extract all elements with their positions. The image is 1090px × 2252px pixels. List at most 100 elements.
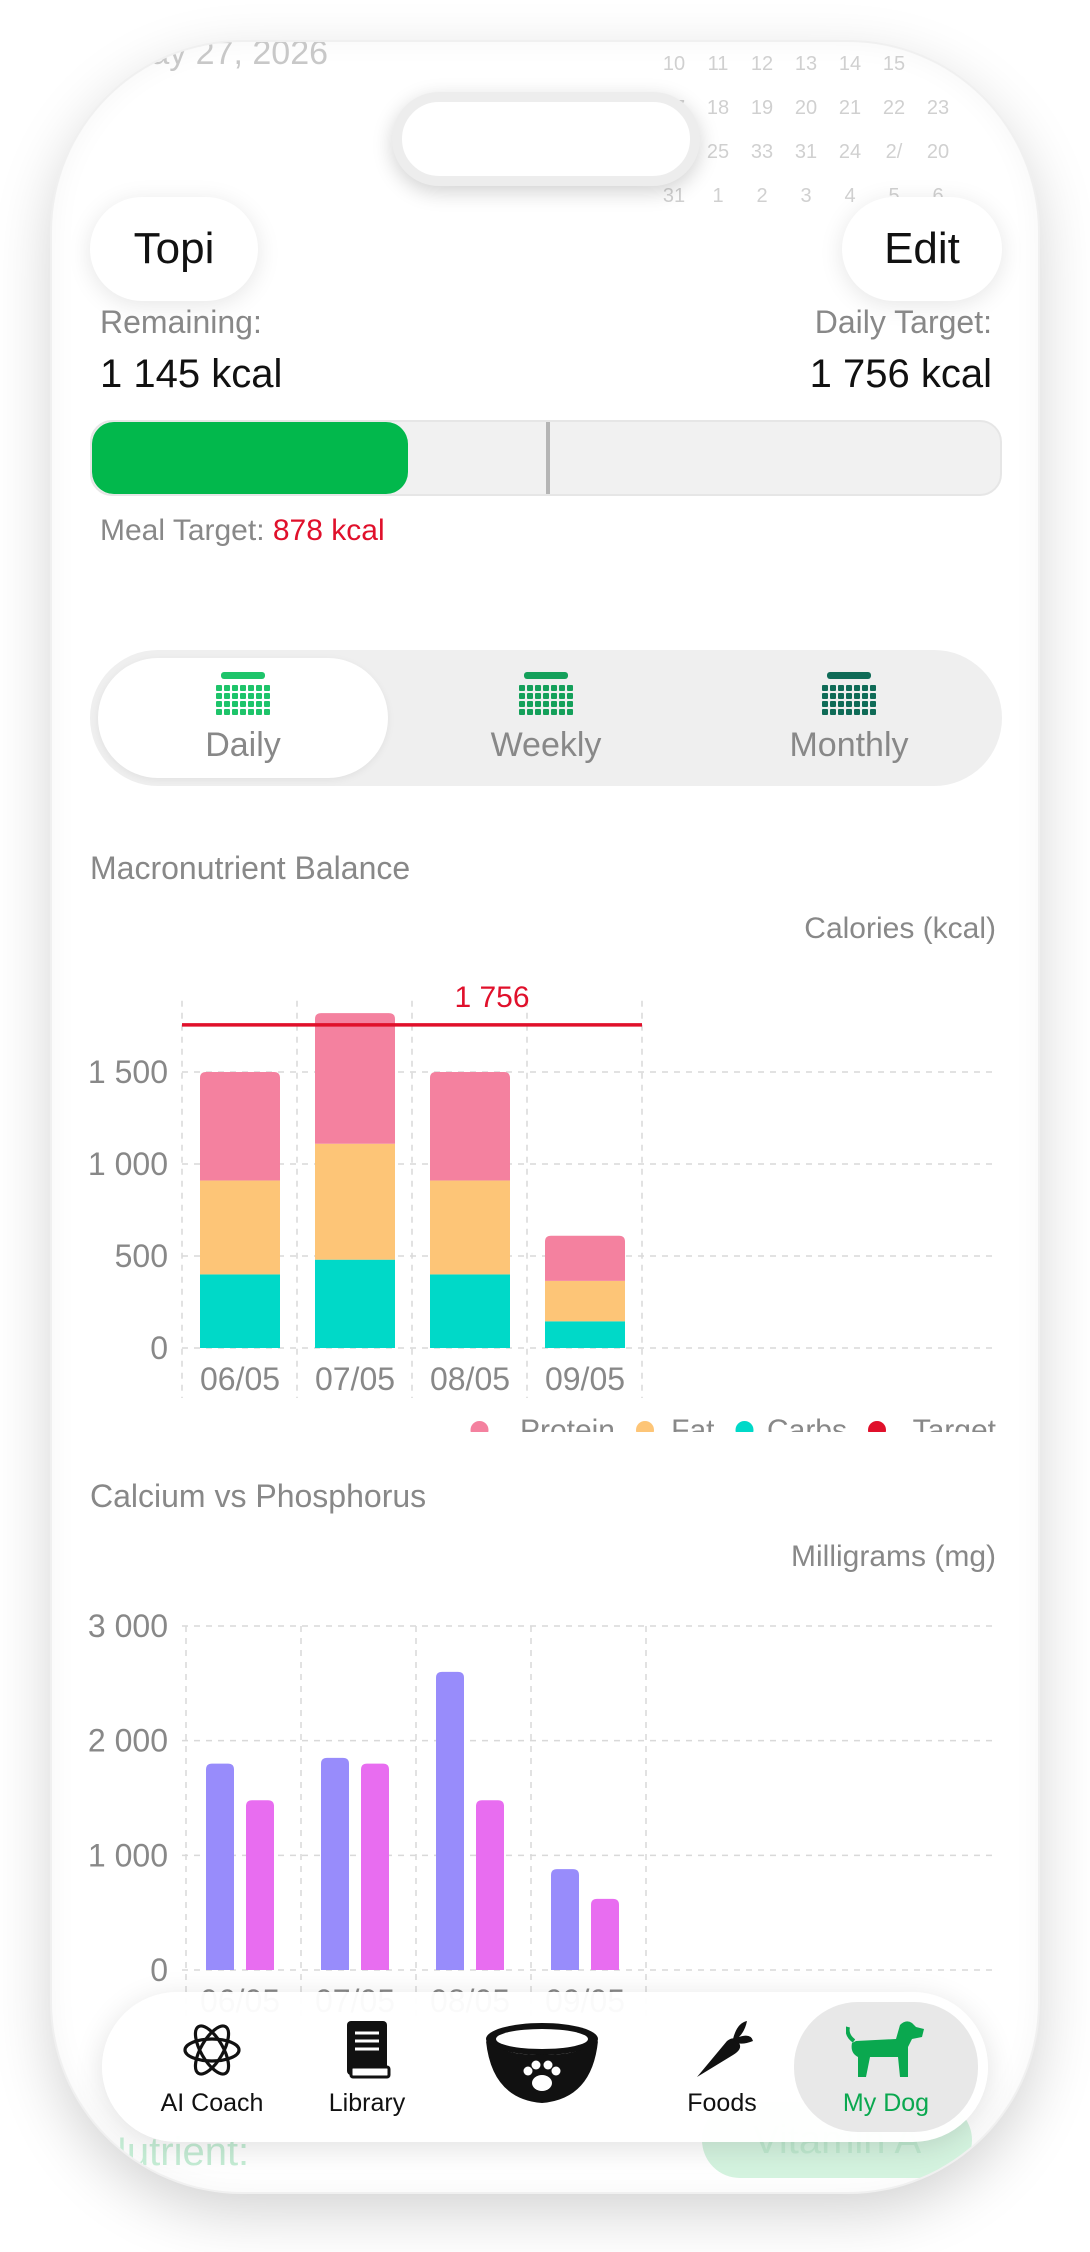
- tab-foods-label: Foods: [687, 2088, 757, 2117]
- calendar-icon-bar: [524, 671, 568, 679]
- ca-bar-series-0: [321, 1757, 349, 1970]
- phone-screen: May 27, 2026 101112131415171819202122232…: [52, 42, 1038, 2192]
- macro-bar-fat: [545, 1280, 625, 1322]
- mini-calendar-day: 31: [794, 140, 818, 163]
- ca-y-tick-label: 2 000: [88, 1723, 168, 1759]
- mini-calendar-row: 10 11 12 13 14 15: [652, 42, 1012, 86]
- macro-y-tick-label: 1 000: [88, 1146, 168, 1182]
- tab-ai-coach[interactable]: AI Coach: [132, 1992, 292, 2142]
- mini-calendar-day: 4: [844, 184, 856, 207]
- ai-coach-icon: [183, 2023, 241, 2076]
- macro-legend-dot: [735, 1421, 754, 1432]
- meal-target-label: Meal Target:: [100, 514, 265, 547]
- macro-legend-dot: [470, 1421, 489, 1432]
- dog-bowl-icon: [486, 2023, 598, 2103]
- calendar-icon-bar: [221, 671, 265, 679]
- book-icon: [347, 2020, 391, 2078]
- tab-my-dog-label: My Dog: [842, 2088, 930, 2117]
- tab-foods[interactable]: Foods: [662, 1992, 782, 2142]
- calcium-axis-title: Milligrams (mg): [791, 1540, 996, 1573]
- carrot-icon: [697, 2020, 753, 2077]
- mini-calendar-row: 24253331242/20: [652, 130, 1012, 174]
- mini-calendar-day: 3: [800, 184, 812, 207]
- calendar-icon-grid: [216, 684, 270, 715]
- macro-bar-carbs: [315, 1259, 395, 1348]
- macro-y-tick-label: 500: [115, 1238, 168, 1274]
- meal-target-marker: [546, 422, 550, 494]
- mini-calendar-day: 19: [750, 96, 774, 119]
- mini-calendar-row: 31 1 2 3 4 5 6: [652, 174, 1012, 218]
- mini-calendar-day: 13: [794, 52, 818, 75]
- macro-legend-label: Fat: [671, 1414, 715, 1432]
- tab-ai-coach-label: AI Coach: [160, 2088, 264, 2117]
- calendar-monthly-icon: [821, 671, 877, 718]
- macro-target-label: 1 756: [454, 981, 529, 1014]
- dynamic-island: [392, 92, 700, 186]
- remaining-label: Remaining:: [100, 304, 262, 340]
- macro-legend-dot: [636, 1421, 654, 1432]
- mini-calendar-day: 2/: [885, 140, 903, 163]
- segment-monthly[interactable]: Monthly: [704, 658, 994, 778]
- ca-bar-series-1: [361, 1763, 389, 1970]
- edit-button[interactable]: Edit: [842, 197, 1002, 301]
- ca-bar-series-0: [436, 1671, 464, 1970]
- macro-x-tick-label: 09/05: [545, 1361, 625, 1397]
- period-segmented-control: Daily Weekly Monthly: [90, 650, 1002, 786]
- macro-axis-title: Calories (kcal): [804, 912, 996, 945]
- remaining-value: 1 145 kcal: [100, 352, 283, 396]
- calcium-section-title: Calcium vs Phosphorus: [90, 1478, 427, 1514]
- macro-bar-fat: [200, 1180, 280, 1275]
- ca-bar-series-0: [206, 1763, 234, 1970]
- mini-calendar-day: 21: [838, 96, 862, 119]
- calendar-daily-icon: [215, 671, 271, 718]
- macro-y-tick-label: 0: [150, 1330, 168, 1366]
- tab-library-label: Library: [328, 2088, 406, 2117]
- tab-bowl[interactable]: [472, 1992, 612, 2142]
- macro-section-title: Macronutrient Balance: [90, 850, 411, 886]
- daily-target-value: 1 756 kcal: [809, 352, 992, 396]
- macro-bar-carbs: [545, 1321, 625, 1348]
- mini-calendar-row: 17181920212223: [652, 86, 1012, 130]
- macro-x-tick-label: 06/05: [200, 1361, 280, 1397]
- segment-weekly[interactable]: Weekly: [401, 658, 691, 778]
- dog-icon: [846, 2020, 924, 2077]
- mini-calendar-day: 22: [882, 96, 906, 119]
- mini-calendar-day: 5: [888, 184, 900, 207]
- mini-calendar-day: 11: [707, 52, 729, 75]
- macro-x-tick-label: 07/05: [315, 1361, 395, 1397]
- mini-calendar-day: 31: [662, 184, 686, 207]
- tab-bar: AI Coach Library: [102, 1992, 988, 2142]
- macro-bar-carbs: [200, 1274, 280, 1348]
- mini-calendar-day: 20: [794, 96, 818, 119]
- tab-my-dog[interactable]: My Dog: [794, 2002, 978, 2132]
- mini-calendar-day: 20: [926, 140, 950, 163]
- calorie-progress-bar: [90, 420, 1002, 496]
- ca-y-tick-label: 1 000: [88, 1837, 168, 1873]
- ca-y-tick-label: 0: [150, 1952, 168, 1988]
- calendar-icon-grid: [519, 684, 573, 715]
- calendar-icon-grid: [822, 684, 876, 715]
- segment-daily[interactable]: Daily: [98, 658, 388, 778]
- ca-bar-series-1: [476, 1800, 504, 1970]
- mini-calendar-day: 2: [756, 184, 768, 207]
- macro-legend-label: Carbs: [767, 1414, 847, 1432]
- ca-bar-series-1: [246, 1800, 274, 1970]
- meal-target-value: 878 kcal: [272, 514, 385, 547]
- calendar-icon-bar: [827, 671, 871, 679]
- ca-y-tick-label: 3 000: [88, 1608, 168, 1644]
- mini-calendar-day: 14: [838, 52, 862, 75]
- mini-calendar-day: 1: [712, 184, 724, 207]
- mini-calendar-day: 12: [750, 52, 774, 75]
- mini-calendar-day: 25: [706, 140, 730, 163]
- macro-bar-fat: [430, 1180, 510, 1275]
- mini-calendar-day: 10: [662, 52, 686, 75]
- daily-target-label: Daily Target:: [814, 304, 992, 340]
- macro-y-tick-label: 1 500: [88, 1054, 168, 1090]
- mini-calendar-day: 15: [882, 52, 906, 75]
- mini-calendar: 1011121314151718192021222324253331242/20…: [652, 42, 1012, 207]
- macro-bar-protein: [430, 1072, 510, 1181]
- macro-bar-protein: [545, 1235, 625, 1281]
- tab-library[interactable]: Library: [302, 1992, 432, 2142]
- dog-name-button[interactable]: Topi: [90, 197, 258, 301]
